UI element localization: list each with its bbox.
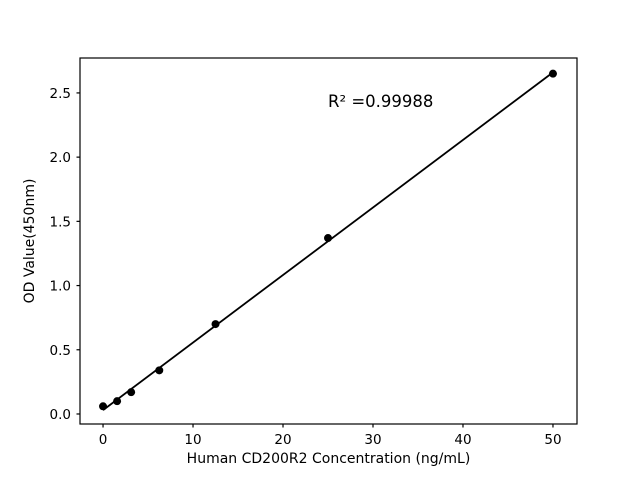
y-tick-label: 1.5 <box>50 214 71 230</box>
y-tick-label: 2.0 <box>50 150 71 166</box>
y-tick-label: 0.5 <box>50 343 71 359</box>
data-point <box>548 69 557 78</box>
data-point <box>113 397 122 406</box>
y-tick-label: 0.0 <box>50 407 71 423</box>
y-tick-label: 1.0 <box>50 279 71 295</box>
x-tick-label: 40 <box>454 432 471 448</box>
r-squared-annotation: R² =0.99988 <box>328 92 433 111</box>
x-axis-label: Human CD200R2 Concentration (ng/mL) <box>187 451 471 467</box>
x-tick-label: 10 <box>184 432 201 448</box>
data-point <box>99 402 108 411</box>
x-tick-label: 50 <box>544 432 561 448</box>
data-point <box>127 388 136 397</box>
x-tick-label: 0 <box>99 432 108 448</box>
data-point <box>324 234 333 243</box>
y-tick-label: 2.5 <box>50 86 71 102</box>
plot-frame <box>79 57 578 425</box>
x-tick-label: 30 <box>364 432 381 448</box>
x-tick-label: 20 <box>274 432 291 448</box>
data-point <box>155 366 164 375</box>
data-point <box>211 320 220 329</box>
y-axis-label: OD Value(450nm) <box>22 179 38 304</box>
